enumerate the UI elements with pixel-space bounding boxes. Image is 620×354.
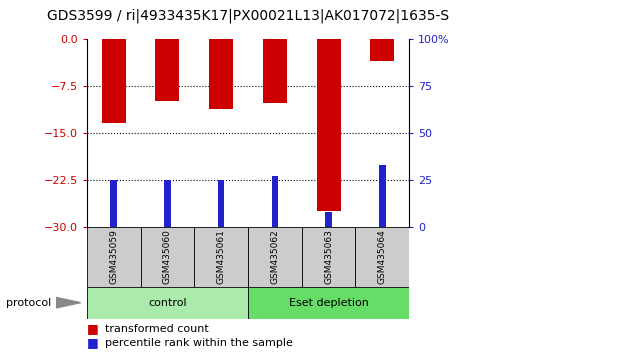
FancyBboxPatch shape xyxy=(194,227,248,287)
Text: protocol: protocol xyxy=(6,298,51,308)
Bar xyxy=(218,180,224,227)
Bar xyxy=(316,39,341,211)
Text: ■: ■ xyxy=(87,336,99,349)
Text: GSM435064: GSM435064 xyxy=(378,229,387,284)
Bar xyxy=(370,39,394,61)
Bar xyxy=(110,180,117,227)
Text: Eset depletion: Eset depletion xyxy=(289,298,368,308)
FancyBboxPatch shape xyxy=(355,227,409,287)
Text: GSM435061: GSM435061 xyxy=(216,229,226,284)
Bar xyxy=(379,165,386,227)
Bar xyxy=(326,212,332,227)
Text: GSM435062: GSM435062 xyxy=(270,229,280,284)
Bar xyxy=(209,39,233,109)
Text: GDS3599 / ri|4933435K17|PX00021L13|AK017072|1635-S: GDS3599 / ri|4933435K17|PX00021L13|AK017… xyxy=(47,9,449,23)
Text: GSM435060: GSM435060 xyxy=(163,229,172,284)
Bar xyxy=(102,39,126,124)
Polygon shape xyxy=(56,297,81,308)
Text: control: control xyxy=(148,298,187,308)
Bar xyxy=(263,39,287,103)
FancyBboxPatch shape xyxy=(248,227,302,287)
Bar xyxy=(272,176,278,227)
FancyBboxPatch shape xyxy=(87,227,141,287)
Text: ■: ■ xyxy=(87,322,99,335)
Text: GSM435063: GSM435063 xyxy=(324,229,333,284)
Text: percentile rank within the sample: percentile rank within the sample xyxy=(105,338,293,348)
FancyBboxPatch shape xyxy=(248,287,409,319)
FancyBboxPatch shape xyxy=(87,287,248,319)
Text: GSM435059: GSM435059 xyxy=(109,229,118,284)
FancyBboxPatch shape xyxy=(302,227,355,287)
Text: transformed count: transformed count xyxy=(105,324,209,333)
FancyBboxPatch shape xyxy=(141,227,194,287)
Bar xyxy=(164,180,171,227)
Bar xyxy=(156,39,180,102)
